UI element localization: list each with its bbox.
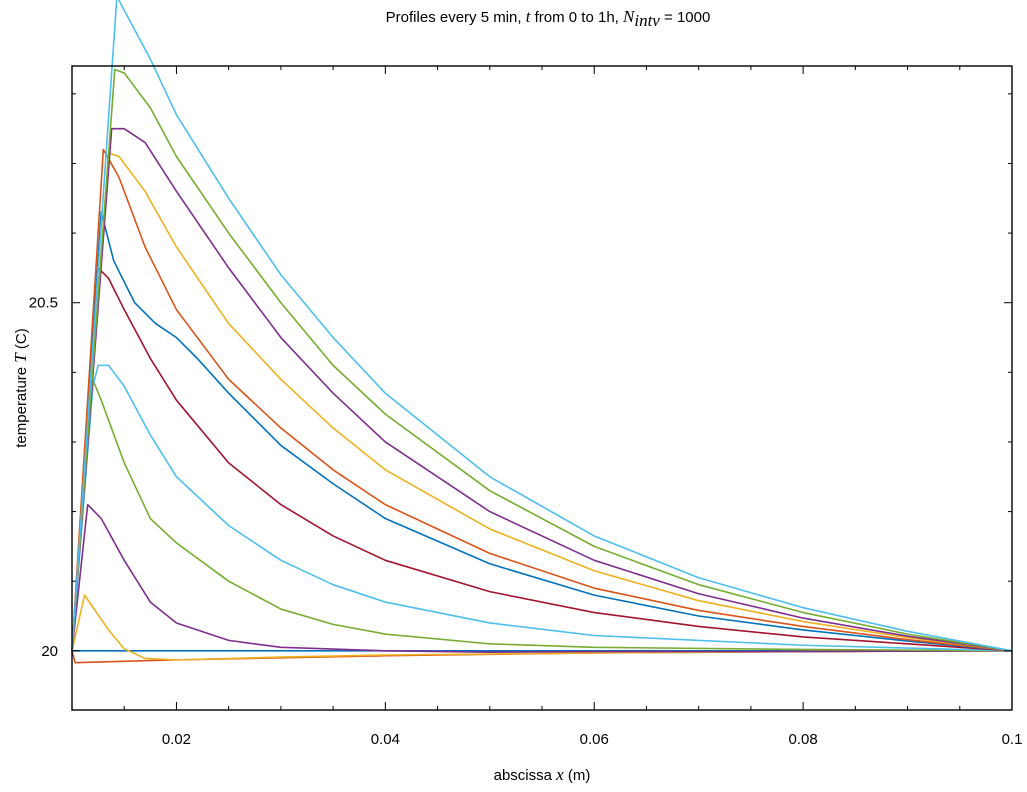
y-axis-ticks: 20 20.5 (29, 93, 1012, 660)
x-axis-unit: (m) (564, 767, 591, 784)
title-middle: from 0 to 1h, (530, 9, 623, 26)
title-t-symbol: t (526, 7, 532, 26)
series-line-11 (71, 127, 1013, 652)
series-line-10 (71, 152, 1013, 652)
x-tick-label: 0.04 (371, 731, 400, 748)
series-line-12 (71, 68, 1013, 652)
series-line-4 (71, 503, 1013, 654)
series-line-7 (71, 267, 1013, 652)
x-tick-label: 0.06 (580, 731, 609, 748)
series-line-8 (71, 211, 1013, 652)
series-line-3 (71, 594, 1013, 661)
x-axis-label-text: abscissa (494, 767, 557, 784)
x-tick-label: 0.08 (789, 731, 818, 748)
series-line-5 (71, 371, 1013, 652)
x-axis-label: abscissa x (m) (494, 765, 591, 784)
title-n-subscript: intv (634, 11, 660, 30)
series-line-9 (71, 148, 1013, 652)
y-axis-unit: (C) (13, 328, 30, 353)
title-prefix: Profiles every 5 min, (386, 9, 526, 26)
y-tick-label: 20.5 (29, 295, 58, 312)
y-axis-label: temperature T (C) (11, 328, 30, 448)
y-axis-label-text: temperature (13, 363, 30, 448)
series-layer (71, 0, 1013, 664)
x-axis-ticks: 0.02 0.04 0.06 0.08 0.1 (123, 66, 1023, 748)
y-axis-symbol: T (11, 352, 30, 363)
x-axis-symbol: x (555, 765, 564, 784)
x-tick-label: 0.02 (162, 731, 191, 748)
x-tick-label: 0.1 (1002, 731, 1023, 748)
series-line-6 (71, 364, 1013, 652)
y-tick-label: 20 (41, 643, 58, 660)
chart-title: Profiles every 5 min, t from 0 to 1h, Ni… (386, 7, 711, 30)
title-n-symbol: N (622, 7, 636, 26)
plot-frame (71, 65, 1013, 711)
title-suffix: = 1000 (660, 9, 710, 26)
series-line-13 (71, 0, 1013, 652)
